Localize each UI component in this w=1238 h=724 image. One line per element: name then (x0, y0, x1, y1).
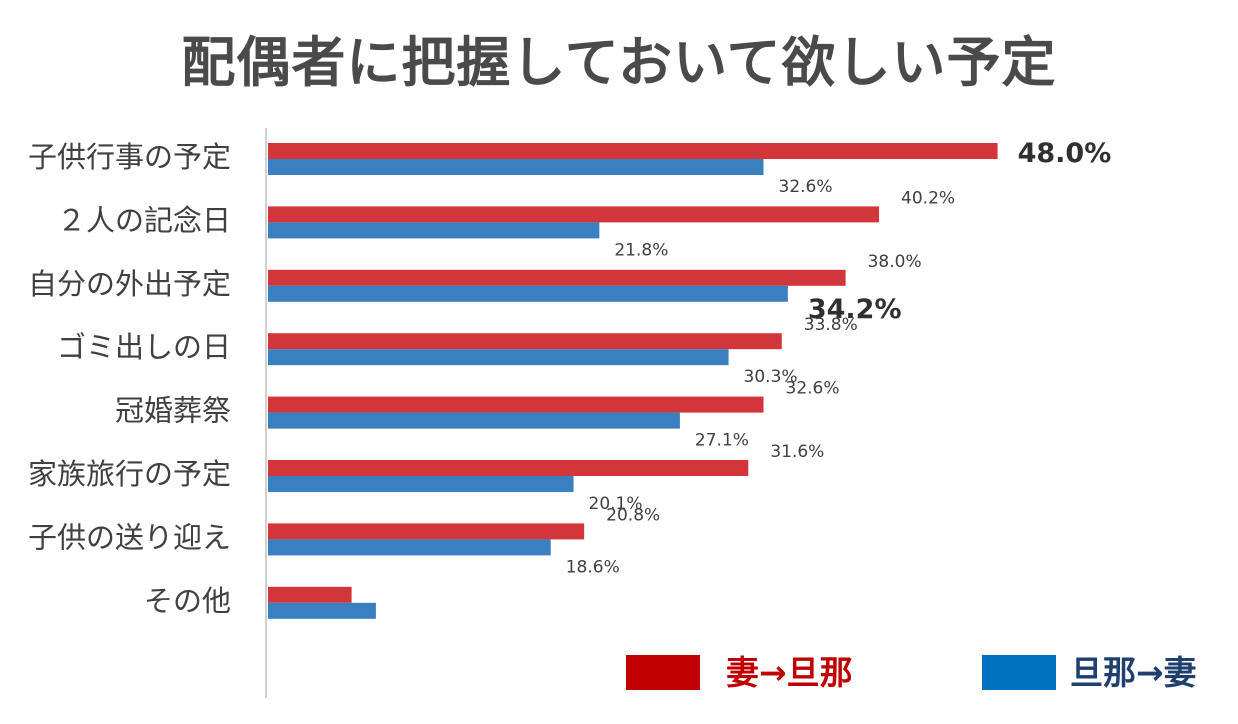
bar-wife-to-husband (268, 396, 764, 413)
legend-label: 旦那→妻 (1070, 653, 1197, 692)
bar-husband-to-wife (268, 159, 764, 175)
category-label: 家族旅行の予定 (28, 457, 231, 491)
category-label: 子供行事の予定 (28, 140, 231, 174)
data-label: 48.0% (1018, 138, 1112, 169)
data-label: 32.6% (779, 177, 833, 197)
data-label: 31.6% (770, 442, 824, 462)
category-label: 冠婚葬祭 (115, 394, 231, 428)
chart-title: 配偶者に把握しておいて欲しい予定 (181, 31, 1057, 94)
bar-husband-to-wife (268, 285, 788, 302)
bar-husband-to-wife (268, 602, 376, 619)
legend-swatch (982, 655, 1056, 690)
bar-husband-to-wife (268, 476, 574, 492)
bar-wife-to-husband (268, 460, 749, 476)
data-label: 21.8% (614, 240, 668, 260)
data-label: 30.3% (744, 367, 798, 387)
data-label: 33.8% (804, 315, 858, 335)
data-label: 40.2% (901, 188, 955, 208)
bar-wife-to-husband (268, 269, 846, 286)
data-label: 34.2% (808, 294, 902, 325)
legend-label: 妻→旦那 (726, 653, 853, 692)
bar-husband-to-wife (268, 412, 680, 429)
bar-wife-to-husband (268, 143, 998, 159)
bar-husband-to-wife (268, 349, 729, 366)
bar-wife-to-husband (268, 333, 782, 350)
data-label: 32.6% (786, 379, 840, 399)
category-label: その他 (144, 584, 231, 618)
bar-wife-to-husband (268, 586, 352, 603)
category-label: 自分の外出予定 (28, 267, 231, 301)
data-label: 20.1% (589, 494, 643, 514)
bar-wife-to-husband (268, 523, 585, 540)
data-label: 18.6% (566, 557, 620, 577)
category-label: ２人の記念日 (57, 203, 231, 237)
category-label: 子供の送り迎え (28, 520, 231, 554)
bars-group: 子供行事の予定 48.0% 32.6% ２人の記念日 40.2% 21.8% 自分の外出予定… (28, 138, 1111, 619)
legend-swatch (626, 655, 700, 690)
bar-wife-to-husband (268, 206, 880, 223)
data-label: 20.8% (606, 505, 660, 525)
data-label: 38.0% (868, 252, 922, 272)
bar-husband-to-wife (268, 222, 600, 239)
legend: 妻→旦那 旦那→妻 (626, 653, 1197, 692)
bar-husband-to-wife (268, 539, 551, 556)
data-label: 27.1% (695, 431, 749, 451)
category-label: ゴミ出しの日 (57, 330, 231, 364)
